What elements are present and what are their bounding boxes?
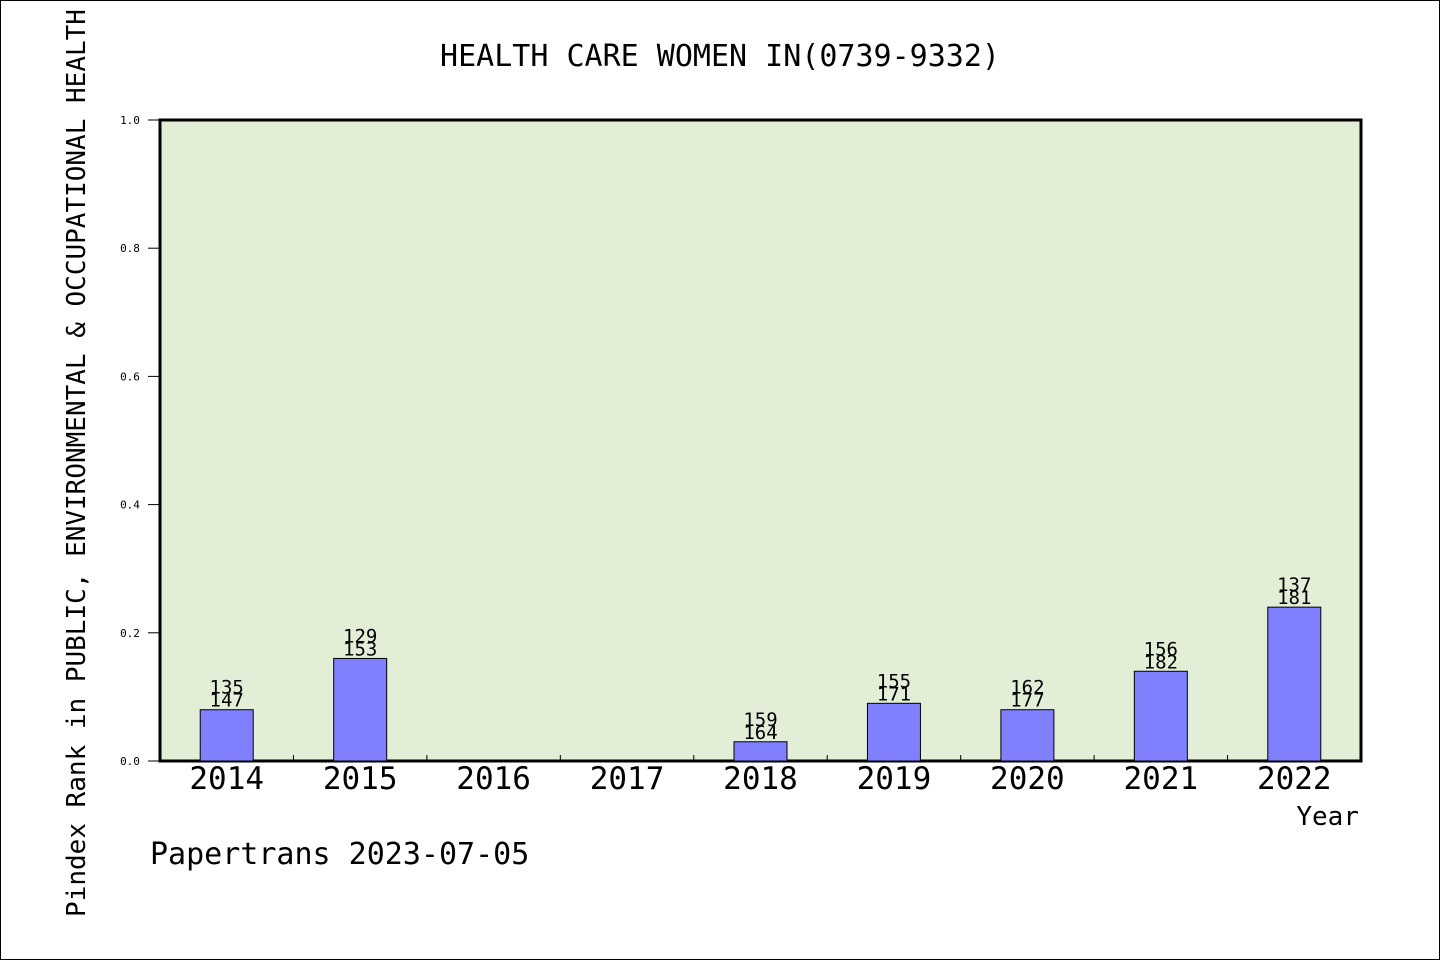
x-axis: 2014 2015 2016 2017 2018 2019 2020 2021 2022 (189, 755, 1332, 797)
x-tick-label: 2021 (1124, 761, 1199, 797)
x-tick-label: 2018 (723, 761, 798, 797)
bar-label-bottom: 153 (343, 638, 377, 660)
bar-2021 (1133, 670, 1188, 762)
y-tick-label: 1.0 (120, 114, 140, 127)
bar-2015 (333, 657, 388, 762)
footer-credit: Papertrans 2023-07-05 (150, 837, 529, 872)
y-tick-label: 0.2 (120, 627, 140, 640)
bar-label-bottom: 171 (877, 683, 911, 705)
y-tick-label: 0.8 (120, 242, 140, 255)
y-axis: 0.0 0.2 0.4 0.6 0.8 1.0 (120, 114, 160, 768)
bar-2020 (1000, 709, 1055, 762)
bar-label-top: 135 (210, 677, 244, 699)
x-tick-label: 2017 (590, 761, 665, 797)
bar-label-bottom: 147 (210, 690, 244, 712)
bar-label-top: 162 (1010, 677, 1044, 699)
bar-2019 (866, 702, 921, 762)
bar-label-bottom: 181 (1277, 587, 1311, 609)
bar-label-top: 159 (743, 709, 777, 731)
bar-2014 (199, 709, 254, 762)
x-tick-label: 2015 (323, 761, 398, 797)
bar-label-top: 156 (1144, 638, 1178, 660)
bar-label-top: 137 (1277, 574, 1311, 596)
x-tick-label: 2019 (857, 761, 932, 797)
x-axis-label: Year (1296, 802, 1359, 832)
x-tick-label: 2016 (456, 761, 531, 797)
chart-title: HEALTH CARE WOMEN IN(0739-9332) (440, 39, 1000, 74)
bar-2018 (733, 741, 788, 762)
plot-area (158, 118, 1363, 763)
x-tick-label: 2014 (189, 761, 264, 797)
x-tick-label: 2022 (1257, 761, 1332, 797)
bar-label-bottom: 164 (743, 722, 777, 744)
bar-label-top: 155 (877, 670, 911, 692)
bar-label-top: 129 (343, 625, 377, 647)
y-tick-label: 0.4 (120, 499, 140, 512)
y-tick-label: 0.0 (120, 755, 140, 768)
bar-label-bottom: 182 (1144, 651, 1178, 673)
bar-label-bottom: 177 (1010, 690, 1044, 712)
bar-2022 (1267, 606, 1322, 762)
y-axis-label: Pindex Rank in PUBLIC, ENVIRONMENTAL & O… (62, 9, 92, 917)
x-tick-label: 2020 (990, 761, 1065, 797)
y-tick-label: 0.6 (120, 370, 140, 383)
